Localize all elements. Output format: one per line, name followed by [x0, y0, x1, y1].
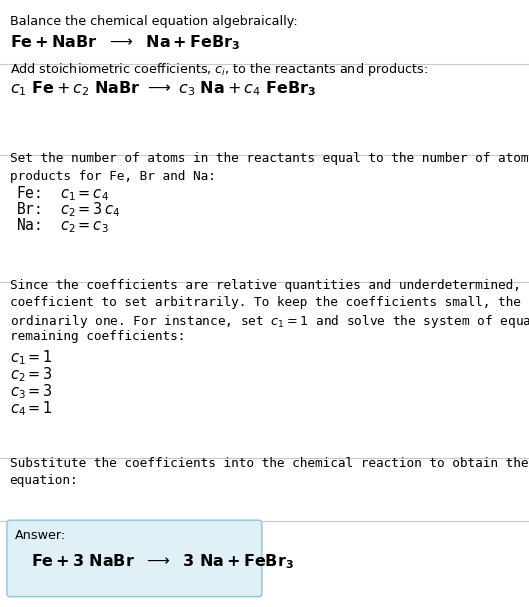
Text: $c_3 = 3$: $c_3 = 3$ — [10, 382, 52, 401]
Text: Answer:: Answer: — [15, 529, 66, 542]
Text: Fe:  $c_1 = c_4$: Fe: $c_1 = c_4$ — [16, 184, 109, 203]
Text: Set the number of atoms in the reactants equal to the number of atoms in the: Set the number of atoms in the reactants… — [10, 152, 529, 164]
Text: remaining coefficients:: remaining coefficients: — [10, 330, 185, 343]
Text: Balance the chemical equation algebraically:: Balance the chemical equation algebraica… — [10, 15, 297, 28]
Text: Na:  $c_2 = c_3$: Na: $c_2 = c_3$ — [16, 217, 108, 236]
Text: products for Fe, Br and Na:: products for Fe, Br and Na: — [10, 170, 215, 183]
FancyBboxPatch shape — [7, 520, 262, 597]
Text: $c_1 = 1$: $c_1 = 1$ — [10, 348, 52, 367]
Text: $\mathbf{Fe + 3\ NaBr}\ \ \longrightarrow\ \ \mathbf{3\ Na + FeBr_3}$: $\mathbf{Fe + 3\ NaBr}\ \ \longrightarro… — [31, 552, 294, 571]
Text: ordinarily one. For instance, set $c_1 = 1$ and solve the system of equations fo: ordinarily one. For instance, set $c_1 =… — [10, 313, 529, 330]
Text: $c_4 = 1$: $c_4 = 1$ — [10, 399, 52, 418]
Text: equation:: equation: — [10, 474, 78, 487]
Text: coefficient to set arbitrarily. To keep the coefficients small, the arbitrary va: coefficient to set arbitrarily. To keep … — [10, 296, 529, 309]
Text: $\mathbf{Fe + NaBr}\ \ \longrightarrow\ \ \mathbf{Na + FeBr_3}$: $\mathbf{Fe + NaBr}\ \ \longrightarrow\ … — [10, 33, 240, 52]
Text: $c_2 = 3$: $c_2 = 3$ — [10, 365, 52, 384]
Text: Since the coefficients are relative quantities and underdetermined, choose a: Since the coefficients are relative quan… — [10, 279, 529, 292]
Text: Add stoichiometric coefficients, $c_i$, to the reactants and products:: Add stoichiometric coefficients, $c_i$, … — [10, 61, 427, 78]
Text: Substitute the coefficients into the chemical reaction to obtain the balanced: Substitute the coefficients into the che… — [10, 457, 529, 470]
Text: $c_1\ \mathbf{Fe} + c_2\ \mathbf{NaBr}\ \longrightarrow\ c_3\ \mathbf{Na} + c_4\: $c_1\ \mathbf{Fe} + c_2\ \mathbf{NaBr}\ … — [10, 79, 316, 98]
Text: Br:  $c_2 = 3\,c_4$: Br: $c_2 = 3\,c_4$ — [16, 200, 121, 219]
